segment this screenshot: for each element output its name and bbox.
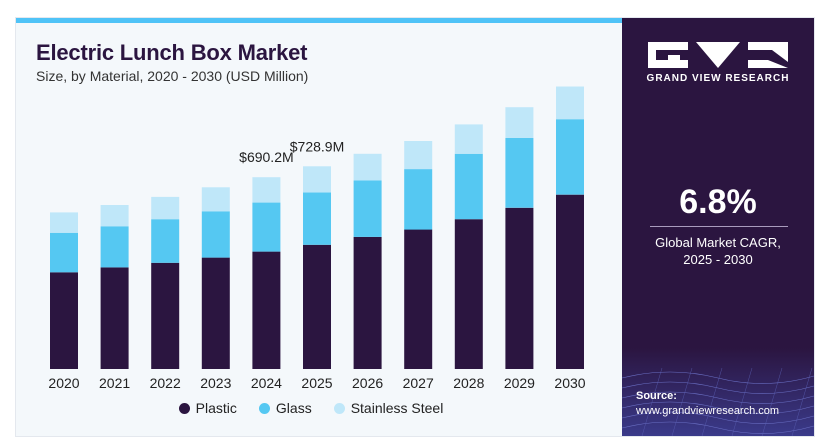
bar-chart: 2020 2021 2022 2023 2024 2025 2026 2027 2028 2029… xyxy=(48,86,586,391)
legend-label-stainless-steel: Stainless Steel xyxy=(350,400,444,416)
x-tick-label-2025: 2025 xyxy=(301,375,332,391)
x-tick-label-2030: 2030 xyxy=(554,375,585,391)
bar-glass-2022 xyxy=(151,219,180,263)
bar-glass-2027 xyxy=(404,169,433,230)
x-tick-label-2027: 2027 xyxy=(403,375,434,391)
legend-item-plastic: Plastic xyxy=(178,400,237,416)
legend-swatch-stainless-steel xyxy=(333,402,345,414)
x-axis-ticks: 2020 2021 2022 2023 2024 2025 2026 2027 2028 2029… xyxy=(48,375,585,391)
bar-stainless-steel-2030 xyxy=(556,86,584,120)
bar-plastic-2028 xyxy=(454,219,483,369)
bar-plastic-2025 xyxy=(303,244,331,369)
bar-stainless-steel-2024 xyxy=(252,177,281,203)
bar-plastic-2023 xyxy=(201,257,230,369)
annotation-2024: $690.2M xyxy=(239,149,293,165)
cagr-divider xyxy=(650,226,788,227)
bar-stainless-steel-2026 xyxy=(353,153,382,181)
cagr-label: Global Market CAGR, 2025 - 2030 xyxy=(622,234,814,268)
bar-plastic-2026 xyxy=(353,236,382,369)
bar-plastic-2029 xyxy=(505,207,534,369)
source-url-link[interactable]: www.grandviewresearch.com xyxy=(636,405,780,417)
x-tick-label-2022: 2022 xyxy=(150,375,181,391)
bar-stainless-steel-2021 xyxy=(100,205,129,227)
chart-title: Electric Lunch Box Market xyxy=(36,40,308,65)
cagr-label-line2: 2025 - 2030 xyxy=(683,252,753,267)
x-tick-label-2024: 2024 xyxy=(251,375,282,391)
bar-stainless-steel-2028 xyxy=(454,124,483,154)
bar-glass-2026 xyxy=(353,180,382,237)
bar-glass-2028 xyxy=(454,153,483,220)
bar-glass-2020 xyxy=(50,232,78,273)
x-tick-label-2023: 2023 xyxy=(200,375,231,391)
bar-glass-2025 xyxy=(303,192,331,245)
top-accent-bar xyxy=(16,18,622,23)
legend-item-glass: Glass xyxy=(258,400,312,416)
source-label: Source: xyxy=(636,390,677,402)
bar-glass-2030 xyxy=(556,119,584,195)
legend: Plastic Glass Stainless Steel xyxy=(0,400,622,416)
legend-item-stainless-steel: Stainless Steel xyxy=(333,400,444,416)
bar-stainless-steel-2027 xyxy=(404,141,433,170)
bar-plastic-2024 xyxy=(252,251,281,369)
x-tick-label-2020: 2020 xyxy=(48,375,79,391)
brand-name: GRAND VIEW RESEARCH xyxy=(646,73,790,84)
legend-swatch-glass xyxy=(258,402,270,414)
legend-swatch-plastic xyxy=(178,402,190,414)
cagr-label-line1: Global Market CAGR, xyxy=(655,235,781,250)
bar-glass-2029 xyxy=(505,138,534,208)
bar-stainless-steel-2025 xyxy=(303,166,331,193)
x-tick-label-2021: 2021 xyxy=(99,375,130,391)
bar-plastic-2021 xyxy=(100,267,129,369)
cagr-value: 6.8% xyxy=(679,183,757,221)
wave-pattern-graphic xyxy=(622,348,814,436)
bar-stainless-steel-2023 xyxy=(201,187,230,212)
annotation-group: $690.2M$728.9M xyxy=(239,138,344,165)
bar-glass-2023 xyxy=(201,211,230,258)
chart-subtitle: Size, by Material, 2020 - 2030 (USD Mill… xyxy=(36,68,309,84)
bar-glass-2024 xyxy=(252,202,281,252)
x-tick-label-2026: 2026 xyxy=(352,375,383,391)
legend-label-plastic: Plastic xyxy=(195,400,237,416)
x-tick-label-2029: 2029 xyxy=(504,375,535,391)
x-tick-label-2028: 2028 xyxy=(453,375,484,391)
bar-stainless-steel-2020 xyxy=(50,212,78,233)
bar-glass-2021 xyxy=(100,226,129,268)
bar-plastic-2030 xyxy=(556,194,584,369)
annotation-2025: $728.9M xyxy=(290,138,344,154)
bar-stainless-steel-2022 xyxy=(151,196,180,220)
bar-plastic-2022 xyxy=(151,262,180,369)
legend-label-glass: Glass xyxy=(275,400,312,416)
bar-group xyxy=(50,86,584,369)
sidebar-panel xyxy=(622,18,814,436)
bar-stainless-steel-2029 xyxy=(505,107,534,138)
bar-plastic-2027 xyxy=(404,229,433,369)
bar-plastic-2020 xyxy=(50,272,78,369)
grand-view-research-logo xyxy=(648,42,788,68)
